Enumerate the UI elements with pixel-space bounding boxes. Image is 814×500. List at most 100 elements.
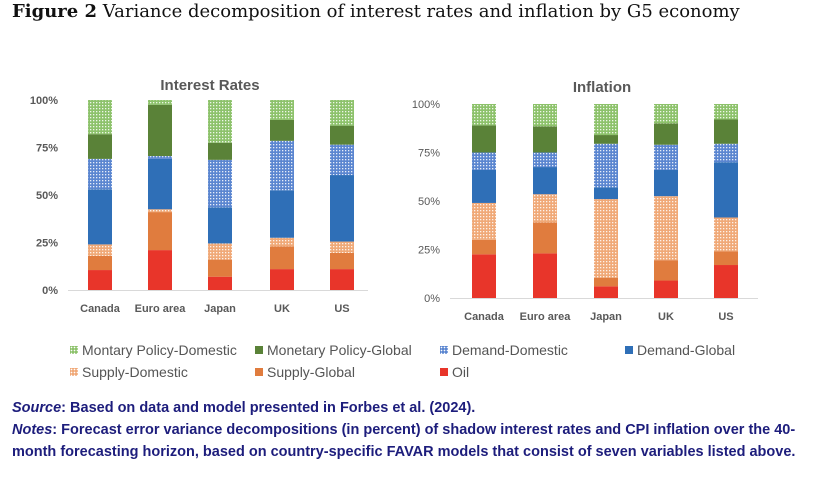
bar-canada-supply-global (88, 255, 112, 271)
bar-uk-oil (654, 280, 678, 298)
bar-uk-monetary-policy-global (270, 119, 294, 141)
bar-japan-demand-domestic (208, 159, 232, 208)
chart-title: Interest Rates (160, 77, 259, 94)
y-tick-label: 100% (30, 95, 58, 107)
bar-euro-area-montary-policy-domestic (148, 100, 172, 105)
bar-euro-area-demand-domestic (148, 156, 172, 159)
x-tick-label: Canada (80, 303, 121, 315)
bar-japan-monetary-policy-global (208, 142, 232, 160)
chart-interest-rates: Interest Rates 0% 25% 50% 75% 100% Canada Euro … (30, 77, 368, 315)
y-tick-label: 0% (424, 293, 440, 305)
x-tick-label: US (334, 303, 349, 315)
legend-item-demand-domestic: Demand-Domestic (440, 342, 568, 358)
bar-japan-supply-domestic (594, 199, 618, 278)
bar-uk-supply-domestic (654, 196, 678, 261)
bar-uk-oil (270, 269, 294, 290)
chart-title: Inflation (573, 79, 631, 96)
bar-uk-supply-domestic (270, 237, 294, 247)
bar-us-supply-domestic (330, 241, 354, 253)
legend-swatch (255, 346, 263, 354)
bar-euro-area-oil (148, 250, 172, 290)
legend-label: Demand-Global (637, 342, 736, 358)
notes-text: : Forecast error variance decompositions… (12, 422, 796, 460)
bar-japan-demand-domestic (594, 143, 618, 188)
bar-japan-montary-policy-domestic (208, 100, 232, 143)
bar-japan-monetary-policy-global (594, 135, 618, 144)
bar-euro-area-supply-global (533, 222, 557, 254)
bar-us-supply-global (330, 252, 354, 270)
bar-us-demand-domestic (714, 143, 738, 163)
figure-title-text: Variance decomposition of interest rates… (102, 1, 740, 22)
legend-swatch (440, 346, 448, 354)
legend-swatch (255, 368, 263, 376)
legend-label: Supply-Global (267, 364, 355, 380)
legend-item-monetary-policy-global: Monetary Policy-Global (255, 342, 412, 358)
bar-us-montary-policy-domestic (330, 100, 354, 126)
x-tick-label: UK (658, 311, 674, 323)
bar-us-supply-global (714, 251, 738, 266)
bar-euro-area-supply-domestic (148, 209, 172, 213)
legend-item-oil: Oil (440, 364, 469, 380)
legend: Montary Policy-Domestic Monetary Policy-G… (0, 338, 814, 388)
legend-item-demand-global: Demand-Global (625, 342, 735, 358)
bar-canada-supply-domestic (472, 202, 496, 240)
x-tick-label: Canada (464, 311, 505, 323)
bar-canada-monetary-policy-global (472, 125, 496, 153)
x-tick-label: Japan (590, 311, 622, 323)
bar-us-supply-domestic (714, 217, 738, 252)
bar-uk-demand-global (654, 169, 678, 197)
x-tick-label: Euro area (135, 303, 187, 315)
figure-title: Figure 2 Variance decomposition of inter… (12, 1, 740, 22)
bar-euro-area-oil (533, 253, 557, 298)
bar-us-demand-global (330, 175, 354, 242)
legend-swatch (440, 368, 448, 376)
source-text: : Based on data and model presented in F… (61, 400, 476, 416)
source-label: Source (12, 400, 62, 416)
legend-item-montary-policy-domestic: Montary Policy-Domestic (70, 342, 237, 358)
notes-label: Notes (12, 422, 53, 438)
y-tick-label: 25% (36, 238, 58, 250)
y-tick-label: 0% (42, 285, 58, 297)
bar-canada-demand-domestic (472, 152, 496, 170)
legend-label: Demand-Domestic (452, 342, 568, 358)
bar-euro-area-supply-domestic (533, 194, 557, 223)
bar-canada-montary-policy-domestic (472, 104, 496, 126)
bar-us-demand-domestic (330, 144, 354, 176)
y-tick-label: 75% (418, 148, 440, 160)
bar-canada-monetary-policy-global (88, 134, 112, 159)
bar-us-demand-global (714, 162, 738, 218)
bar-us-montary-policy-domestic (714, 104, 738, 120)
bar-us-oil (330, 269, 354, 290)
bar-canada-oil (472, 254, 496, 298)
bar-canada-supply-global (472, 239, 496, 255)
x-tick-label: UK (274, 303, 290, 315)
bar-us-monetary-policy-global (330, 125, 354, 145)
legend-label: Montary Policy-Domestic (82, 342, 237, 358)
bar-euro-area-supply-global (148, 212, 172, 251)
legend-item-supply-domestic: Supply-Domestic (70, 364, 188, 380)
bar-uk-demand-domestic (270, 140, 294, 191)
x-tick-label: Euro area (520, 311, 572, 323)
legend-swatch (70, 368, 78, 376)
bar-uk-montary-policy-domestic (654, 104, 678, 124)
bar-canada-montary-policy-domestic (88, 100, 112, 135)
bar-canada-demand-global (88, 189, 112, 245)
bar-japan-demand-global (594, 187, 618, 200)
bar-canada-demand-global (472, 169, 496, 203)
bar-japan-supply-global (208, 259, 232, 277)
bar-euro-area-monetary-policy-global (148, 104, 172, 157)
bar-japan-supply-domestic (208, 243, 232, 260)
bar-euro-area-demand-global (148, 158, 172, 210)
bar-euro-area-demand-global (533, 167, 557, 195)
x-tick-label: US (718, 311, 733, 323)
bar-us-monetary-policy-global (714, 119, 738, 144)
bar-uk-demand-domestic (654, 144, 678, 170)
bar-japan-demand-global (208, 207, 232, 244)
notes: Source: Based on data and model presente… (12, 397, 802, 463)
y-tick-label: 25% (418, 245, 440, 257)
bar-canada-supply-domestic (88, 244, 112, 256)
bar-uk-montary-policy-domestic (270, 100, 294, 120)
bar-uk-supply-global (654, 260, 678, 281)
bar-euro-area-montary-policy-domestic (533, 104, 557, 127)
y-tick-label: 50% (418, 196, 440, 208)
